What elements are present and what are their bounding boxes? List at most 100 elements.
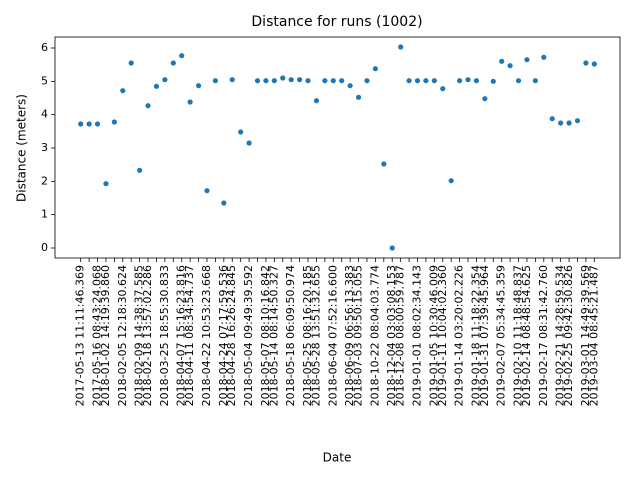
y-tick-label: 2 [41,174,48,187]
point [347,83,353,89]
y-tick-label: 4 [41,108,48,121]
point [473,78,480,84]
point [339,78,345,84]
point [440,86,446,92]
x-tick-label: 2018-05-07 08:10:16.842 [259,265,272,406]
point [574,118,581,124]
point [313,98,320,104]
point [120,88,126,94]
point [591,61,597,67]
point [78,121,84,127]
point [179,53,185,59]
x-tick-label: 2019-01-05 10:30:46.009 [427,265,440,406]
point [86,121,92,127]
x-tick-label: 2017-05-16 08:43:24.068 [91,265,104,406]
x-tick-label: 2019-01-18 11:18:22.354 [469,265,482,406]
y-tick-label: 6 [41,41,48,54]
x-tick-label: 2017-05-13 11:11:46.369 [74,265,87,406]
point [271,78,277,84]
point [212,78,219,84]
point [170,60,176,66]
point [330,78,336,84]
x-tick-label: 2018-04-28 16:26:24.845 [225,265,238,406]
point [145,103,151,109]
x-tick-label: 2019-02-17 08:31:42.760 [537,265,550,406]
x-tick-label: 2018-05-18 06:09:50.974 [284,265,297,406]
x-tick-label: 2019-01-11 10:04:02.360 [436,265,449,406]
x-tick-label: 2019-01-31 07:39:45.964 [478,265,491,406]
point [128,60,134,66]
x-tick-label: 2018-07-03 09:50:15.055 [352,265,365,406]
x-tick-label: 2018-04-07 15:16:23.816 [175,265,188,406]
x-tick-label: 2019-01-01 08:02:34.143 [410,265,423,406]
point [94,121,101,127]
plot-frame [54,36,621,259]
point [221,200,227,206]
x-tick-label: 2018-04-22 10:53:23.668 [200,265,213,406]
x-tick-label: 2018-04-24 07:17:59.536 [217,265,230,406]
point [372,66,378,72]
point [532,78,538,84]
point [111,119,117,125]
point [448,178,454,184]
x-axis-label: Date [323,451,352,465]
x-tick-label: 2019-02-14 08:48:54.625 [520,265,533,406]
point [549,116,555,122]
point [406,78,412,84]
point [423,78,429,84]
point [398,44,404,50]
point [507,63,513,69]
point [456,78,463,84]
point [204,188,210,194]
x-tick-label: 2018-02-18 13:57:02.286 [141,265,154,406]
x-tick-label: 2019-03-01 14:49:39.569 [579,265,592,406]
point [558,120,564,126]
point [229,77,235,83]
point [322,78,328,84]
point [431,78,437,84]
x-tick-label: 2018-12-08 08:00:59.787 [394,265,407,406]
x-tick-label: 2018-05-28 13:51:32.655 [309,265,322,406]
point [238,129,244,135]
point [541,54,547,60]
point [195,83,202,89]
point [515,78,522,84]
point [583,60,589,66]
point [381,161,387,167]
x-tick-label: 2018-01-02 14:19:39.860 [99,265,112,406]
point [566,120,572,126]
point [103,181,109,187]
x-tick-label: 2019-03-04 08:45:21.487 [587,265,600,406]
x-tick-label: 2018-05-25 08:16:20.185 [301,265,314,406]
y-tick-label: 1 [41,208,48,221]
x-tick-label: 2018-03-25 18:55:30.833 [158,265,171,406]
x-tick-label: 2018-10-22 08:04:03.774 [368,265,381,406]
point [389,245,395,251]
point [355,94,362,100]
x-tick-label: 2018-05-14 08:14:50.327 [267,265,280,406]
x-tick-label: 2019-02-25 09:42:30.826 [562,265,575,406]
x-tick-label: 2018-12-04 03:03:08.153 [385,265,398,406]
x-tick-label: 2018-02-09 14:38:37.585 [133,265,146,406]
point [246,140,252,146]
point [254,78,261,84]
point [524,57,530,63]
x-tick-label: 2018-05-04 09:49:39.592 [242,265,255,406]
point [482,96,488,102]
x-tick-label: 2019-02-21 14:28:59.534 [554,265,567,406]
point [153,83,160,89]
point [187,99,193,105]
point [499,58,505,64]
point [162,77,168,83]
x-tick-label: 2018-02-05 12:18:30.624 [116,265,129,406]
point [263,78,269,84]
point [280,75,286,81]
y-tick-label: 5 [41,74,48,87]
point [297,77,303,83]
x-tick-label: 2019-02-07 05:34:45.359 [495,265,508,406]
y-tick-label: 3 [41,141,48,154]
point [137,167,143,173]
point [490,78,496,84]
y-tick-label: 0 [41,241,48,254]
